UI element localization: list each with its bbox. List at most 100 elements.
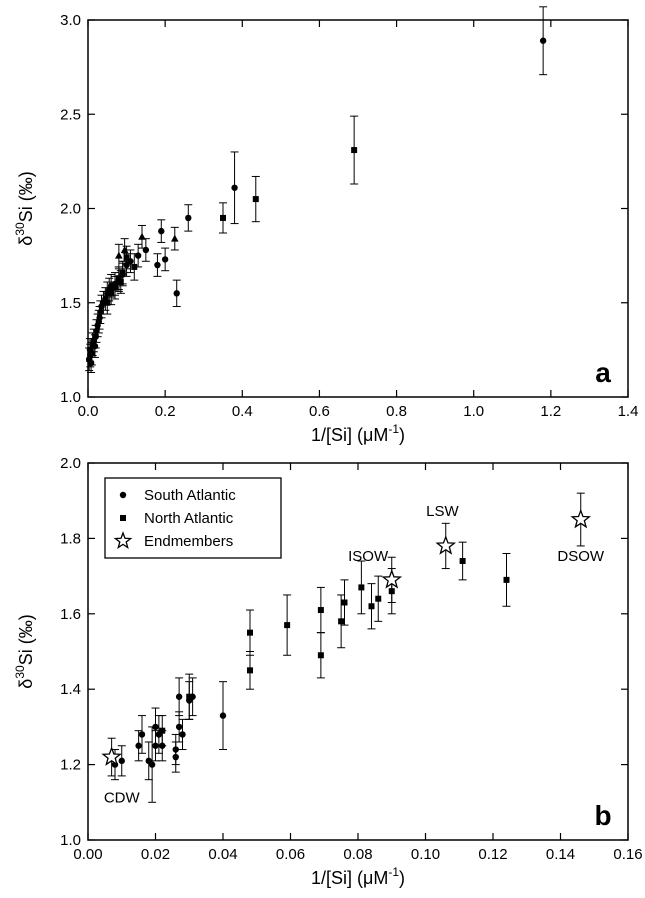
data-point-square: [186, 693, 193, 700]
data-point-square: [317, 607, 324, 614]
data-point-circle: [148, 761, 156, 768]
y-axis-sup-a: 30: [13, 222, 27, 236]
y-tick-label: 1.5: [60, 295, 81, 312]
x-tick-label: 0.08: [343, 846, 372, 863]
data-point-circle: [172, 753, 179, 761]
data-point-star: [570, 508, 592, 529]
legend-label: South Atlantic: [144, 487, 236, 504]
data-points-a: [85, 6, 548, 373]
panel-a: a δ30Si (‰) 1/[Si] (μM-1) 0.0 0.2 0.4 0.6 0.…: [13, 6, 639, 445]
x-tick-label: 0.12: [478, 846, 507, 863]
data-point-square: [131, 263, 138, 270]
legend-label: North Atlantic: [144, 510, 234, 527]
x-tick-label: 0.16: [613, 846, 642, 863]
annotation-label: CDW: [104, 789, 141, 806]
y-axis-label-a: δ30Si (‰): [13, 171, 36, 245]
x-tick-label: 0.02: [141, 846, 170, 863]
data-point-circle: [158, 227, 165, 235]
x-axis-label-b: 1/[Si] (μM-1): [311, 865, 405, 888]
data-point-square: [123, 254, 130, 261]
data-point-triangle: [115, 251, 123, 259]
x-tick-label: 0.2: [155, 403, 176, 420]
data-point-square: [375, 595, 382, 602]
y-tick-label: 2.5: [60, 106, 81, 123]
data-point-square: [358, 584, 365, 591]
data-point-square: [220, 214, 226, 221]
data-point-circle: [185, 214, 192, 222]
data-point-circle: [219, 712, 227, 719]
x-axis-sup-a: -1: [388, 422, 399, 436]
data-point-square: [247, 629, 253, 636]
data-point-circle: [152, 723, 159, 731]
legend-box: [104, 477, 282, 559]
data-point-square: [119, 269, 126, 276]
axis-ticks-b: 0.00 0.02 0.04 0.06 0.08 0.10 0.12 0.14 0.16 1.0 1…: [60, 455, 642, 863]
data-point-triangle: [138, 232, 146, 240]
data-points-b: [101, 492, 592, 803]
y-tick-label: 1.8: [60, 530, 81, 547]
data-point-circle: [138, 731, 146, 738]
data-point-circle: [161, 256, 169, 263]
data-point-square: [368, 603, 375, 610]
data-point-square: [284, 622, 291, 629]
data-point-square: [317, 652, 324, 659]
x-tick-label: 0.6: [309, 403, 330, 420]
panel-label-a: a: [595, 357, 611, 388]
data-point-square: [115, 275, 122, 282]
legend: South Atlantic North Atlantic Endmembers: [104, 477, 282, 559]
data-point-square: [108, 290, 115, 297]
data-point-circle: [539, 37, 547, 44]
data-point-circle: [118, 757, 125, 765]
x-tick-label: 0.8: [386, 403, 407, 420]
x-axis-sup-b: -1: [388, 865, 399, 879]
annotation-label: ISOW: [348, 548, 389, 565]
data-point-circle: [175, 693, 183, 700]
data-point-square: [351, 147, 358, 154]
data-point-circle: [135, 742, 142, 749]
y-tick-label: 1.0: [60, 389, 81, 406]
x-tick-label: 0.00: [73, 846, 102, 863]
legend-marker-circle: [119, 491, 127, 499]
data-point-square: [247, 667, 253, 674]
y-tick-label: 1.2: [60, 757, 81, 774]
annotations-b: CDW ISOW LSW DSOW: [104, 503, 605, 807]
data-point-circle: [231, 184, 238, 191]
legend-marker-star: [113, 531, 133, 549]
legend-marker-square: [120, 515, 126, 521]
y-tick-label: 1.6: [60, 606, 81, 623]
legend-label: Endmembers: [144, 533, 233, 550]
x-tick-label: 0.04: [208, 846, 237, 863]
data-point-star: [381, 569, 403, 589]
plot-frame-a: [87, 19, 629, 398]
data-point-square: [341, 599, 348, 606]
data-point-square: [338, 618, 345, 625]
panel-label-b: b: [594, 800, 611, 831]
x-tick-label: 1.4: [618, 403, 639, 420]
y-axis-label-b: δ30Si (‰): [13, 614, 36, 688]
data-point-square: [503, 576, 510, 583]
x-tick-label: 1.2: [540, 403, 561, 420]
panel-b: b δ30Si (‰) 1/[Si] (μM-1) South Atlantic…: [13, 455, 643, 888]
y-axis-sup-b: 30: [13, 665, 27, 679]
data-point-square: [252, 196, 259, 203]
data-point-triangle: [170, 234, 179, 242]
x-tick-label: 0.14: [546, 846, 575, 863]
annotation-label: DSOW: [557, 548, 605, 565]
x-axis-label-a: 1/[Si] (μM-1): [311, 422, 405, 445]
data-point-circle: [173, 290, 180, 297]
data-point-triangle: [120, 245, 129, 253]
x-tick-label: 0.0: [78, 403, 99, 420]
data-point-circle: [154, 261, 161, 269]
y-tick-label: 1.0: [60, 832, 81, 849]
y-tick-label: 3.0: [60, 12, 81, 29]
x-tick-label: 1.0: [463, 403, 484, 420]
x-tick-label: 0.10: [411, 846, 440, 863]
y-tick-label: 1.4: [60, 681, 81, 698]
data-point-circle: [175, 723, 183, 731]
annotation-label: LSW: [426, 503, 459, 520]
x-tick-label: 0.4: [232, 403, 253, 420]
data-point-circle: [179, 731, 186, 738]
x-tick-label: 0.06: [276, 846, 305, 863]
data-point-square: [159, 727, 166, 734]
